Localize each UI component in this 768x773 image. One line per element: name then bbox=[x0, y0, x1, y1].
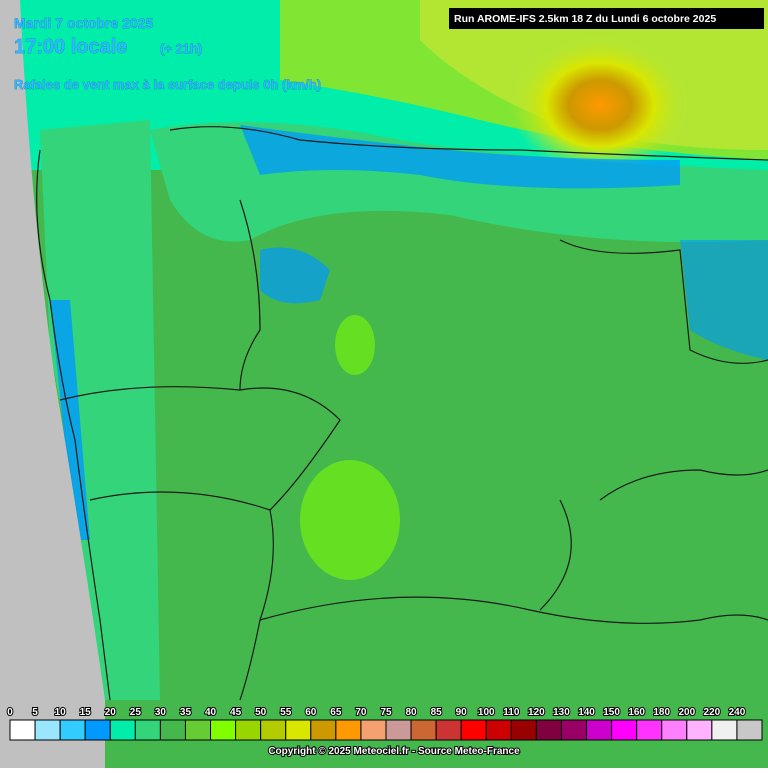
legend-swatch bbox=[34, 719, 61, 741]
legend-label: 200 bbox=[678, 707, 695, 718]
legend-swatch bbox=[109, 719, 136, 741]
legend-label: 65 bbox=[330, 707, 342, 718]
legend-swatch bbox=[159, 719, 186, 741]
legend-label: 120 bbox=[528, 707, 545, 718]
legend: 0 5 10 15 20 25 30 35 40 45 50 55 60 65 70 75 80 85 90 100 1… bbox=[6, 706, 763, 741]
legend-swatch bbox=[335, 719, 362, 741]
legend-swatch bbox=[184, 719, 212, 741]
legend-label: 0 bbox=[7, 707, 13, 718]
legend-swatch bbox=[661, 719, 688, 741]
legend-label: 80 bbox=[406, 707, 418, 718]
legend-swatch bbox=[611, 719, 638, 741]
legend-swatch bbox=[9, 719, 36, 741]
legend-label: 35 bbox=[180, 707, 192, 718]
legend-swatch bbox=[360, 719, 387, 741]
legend-swatch bbox=[586, 719, 613, 741]
legend-swatch bbox=[510, 719, 537, 741]
legend-label: 100 bbox=[478, 707, 495, 718]
legend-label: 15 bbox=[80, 707, 92, 718]
legend-label: 20 bbox=[105, 707, 117, 718]
legend-swatch bbox=[59, 719, 86, 741]
legend-swatch bbox=[636, 719, 663, 741]
offset-label: (+ 21h) bbox=[160, 41, 202, 56]
legend-label: 150 bbox=[603, 707, 620, 718]
legend-swatch bbox=[310, 719, 337, 741]
legend-label: 45 bbox=[230, 707, 242, 718]
subtitle: Rafales de vent max à la surface depuis … bbox=[14, 77, 321, 92]
legend-label: 160 bbox=[628, 707, 645, 718]
legend-label: 130 bbox=[553, 707, 570, 718]
legend-swatch bbox=[134, 719, 161, 741]
legend-label: 180 bbox=[653, 707, 670, 718]
legend-label: 30 bbox=[155, 707, 167, 718]
legend-swatch bbox=[736, 719, 763, 741]
legend-swatch bbox=[535, 719, 562, 741]
legend-label: 220 bbox=[704, 707, 721, 718]
legend-label: 40 bbox=[205, 707, 217, 718]
legend-swatch bbox=[385, 719, 412, 741]
legend-label: 90 bbox=[456, 707, 468, 718]
legend-swatch bbox=[235, 719, 262, 741]
legend-swatch bbox=[560, 719, 588, 741]
legend-label: 140 bbox=[578, 707, 595, 718]
legend-swatch bbox=[460, 719, 487, 741]
legend-swatch bbox=[285, 719, 312, 741]
legend-label: 60 bbox=[305, 707, 317, 718]
legend-label: 55 bbox=[280, 707, 292, 718]
legend-swatch bbox=[485, 719, 512, 741]
legend-label: 240 bbox=[729, 707, 746, 718]
legend-swatch bbox=[84, 719, 111, 741]
legend-label: 110 bbox=[503, 707, 520, 718]
legend-swatch bbox=[686, 719, 713, 741]
legend-swatch bbox=[711, 719, 738, 741]
legend-label: 5 bbox=[32, 707, 38, 718]
run-box bbox=[449, 8, 764, 29]
legend-swatch bbox=[410, 719, 437, 741]
legend-label: 70 bbox=[355, 707, 367, 718]
legend-swatch bbox=[435, 719, 462, 741]
run-label: Run AROME-IFS 2.5km 18 Z du Lundi 6 octo… bbox=[454, 13, 716, 25]
legend-label: 25 bbox=[130, 707, 142, 718]
time-label: 17:00 locale bbox=[14, 36, 127, 58]
legend-swatch bbox=[210, 719, 237, 741]
legend-swatch bbox=[260, 719, 287, 741]
legend-label: 10 bbox=[55, 707, 67, 718]
date-label: Mardi 7 octobre 2025 bbox=[14, 15, 153, 31]
legend-label: 85 bbox=[431, 707, 443, 718]
legend-label: 50 bbox=[255, 707, 267, 718]
legend-label: 75 bbox=[380, 707, 392, 718]
copyright: Copyright © 2025 Meteociel.fr - Source M… bbox=[268, 746, 520, 757]
